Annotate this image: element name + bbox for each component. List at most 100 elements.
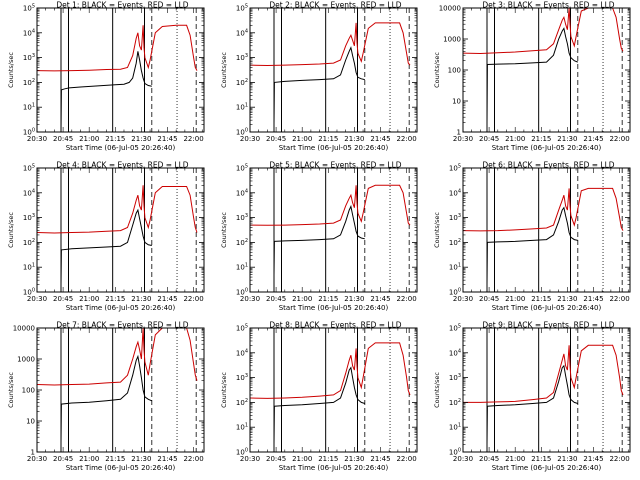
y-axis-label: Counts/sec: [433, 52, 441, 88]
panel-title: Det 2: BLACK = Events, RED = LLD: [269, 1, 401, 10]
series-group: [250, 342, 411, 445]
y-tick-label: 100: [448, 67, 461, 75]
x-tick-label: 22:00: [396, 135, 416, 143]
y-tick-label: 102: [236, 238, 248, 247]
plot-frame: [36, 167, 205, 293]
series-line-events: [60, 208, 152, 285]
series-line-lld: [463, 8, 624, 55]
x-tick-label: 21:15: [105, 135, 125, 143]
x-tick-label: 21:15: [531, 135, 551, 143]
x-axis-label: Start Time (06-Jul-05 20:26:40): [492, 464, 602, 472]
y-tick-label: 104: [236, 28, 248, 37]
series-line-lld: [37, 185, 198, 234]
x-axis-label: Start Time (06-Jul-05 20:26:40): [279, 464, 389, 472]
x-tick-label: 21:15: [105, 455, 125, 463]
y-tick-label: 100: [449, 448, 461, 457]
reference-lines: [273, 168, 410, 292]
x-axis: 20:30 20:45 21:00 21:15 21:30 21:45 22:00: [27, 168, 204, 303]
y-tick-label: 100: [22, 387, 35, 395]
y-tick-label: 104: [23, 28, 35, 37]
x-tick-label: 21:00: [79, 455, 99, 463]
panel-det-6: 100 101 102 103 104 105 20:30 20:45 21:00 21:15 21…: [433, 161, 631, 312]
series-group: [37, 24, 198, 132]
x-tick-label: 21:15: [318, 135, 338, 143]
y-axis: 100 101 102 103 104 105: [23, 4, 204, 137]
y-tick-label: 1: [457, 129, 461, 137]
y-axis: 1 10 100 1000 10000: [13, 325, 204, 457]
y-tick-label: 103: [449, 213, 461, 222]
series-group: [250, 184, 411, 275]
series-line-lld: [463, 187, 624, 232]
y-tick-label: 104: [236, 188, 248, 197]
y-tick-label: 100: [449, 288, 461, 297]
y-axis: 100 101 102 103 104 105: [449, 164, 630, 297]
panel-title: Det 1: BLACK = Events, RED = LLD: [56, 1, 188, 10]
x-tick-label: 21:15: [318, 295, 338, 303]
y-axis: 100 101 102 103 104 105: [236, 4, 417, 137]
x-tick-label: 21:00: [505, 135, 525, 143]
x-tick-label: 20:30: [27, 455, 47, 463]
reference-lines: [273, 8, 410, 132]
y-tick-label: 102: [236, 398, 248, 407]
y-tick-label: 103: [449, 373, 461, 382]
y-tick-label: 104: [449, 188, 461, 197]
x-tick-label: 21:00: [505, 295, 525, 303]
y-tick-label: 103: [236, 213, 248, 222]
y-tick-label: 102: [449, 398, 461, 407]
x-tick-label: 20:30: [453, 295, 473, 303]
panel-det-9: 100 101 102 103 104 105 20:30 20:45 21:00 21:15 21…: [433, 321, 631, 472]
plot-frame: [249, 327, 418, 453]
y-tick-label: 105: [449, 164, 461, 173]
x-axis-label: Start Time (06-Jul-05 20:26:40): [66, 464, 176, 472]
x-tick-label: 21:45: [157, 295, 177, 303]
x-tick-label: 22:00: [396, 455, 416, 463]
y-axis: 100 101 102 103 104 105: [449, 324, 630, 457]
y-tick-label: 105: [236, 324, 248, 333]
y-axis-label: Counts/sec: [220, 52, 228, 88]
y-axis: 100 101 102 103 104 105: [236, 324, 417, 457]
x-tick-label: 21:15: [318, 455, 338, 463]
x-tick-label: 22:00: [609, 295, 629, 303]
plot-frame: [36, 327, 205, 453]
series-line-events: [486, 364, 578, 445]
y-axis-label: Counts/sec: [220, 372, 228, 408]
y-tick-label: 100: [236, 448, 248, 457]
x-tick-label: 21:30: [344, 295, 364, 303]
x-tick-label: 21:45: [157, 455, 177, 463]
series-line-events: [486, 27, 578, 123]
x-tick-label: 21:30: [557, 295, 577, 303]
x-tick-label: 20:30: [240, 135, 260, 143]
x-axis-label: Start Time (06-Jul-05 20:26:40): [66, 304, 176, 312]
x-axis: 20:30 20:45 21:00 21:15 21:30 21:45 22:00: [27, 328, 204, 463]
series-group: [250, 22, 411, 125]
y-tick-label: 104: [236, 348, 248, 357]
x-tick-label: 20:30: [453, 135, 473, 143]
panel-title: Det 6: BLACK = Events, RED = LLD: [482, 161, 614, 170]
series-line-lld: [463, 344, 624, 403]
x-tick-label: 21:30: [131, 135, 151, 143]
y-tick-label: 105: [236, 4, 248, 13]
plot-frame: [249, 167, 418, 293]
x-tick-label: 22:00: [396, 295, 416, 303]
panel-det-4: 100 101 102 103 104 105 20:30 20:45 21:00 21:15 21…: [7, 161, 205, 312]
x-tick-label: 21:00: [79, 295, 99, 303]
x-axis-label: Start Time (06-Jul-05 20:26:40): [279, 144, 389, 152]
plot-frame: [462, 327, 631, 453]
plot-frame: [36, 7, 205, 133]
x-tick-label: 20:30: [27, 135, 47, 143]
y-tick-label: 101: [236, 423, 248, 432]
y-tick-label: 101: [449, 263, 461, 272]
x-tick-label: 21:30: [344, 455, 364, 463]
panel-det-2: 100 101 102 103 104 105 20:30 20:45 21:00 21:15 21…: [220, 1, 418, 152]
y-tick-label: 10000: [439, 5, 461, 13]
x-tick-label: 20:30: [453, 455, 473, 463]
x-tick-label: 21:30: [344, 135, 364, 143]
plot-frame: [462, 7, 631, 133]
x-tick-label: 22:00: [183, 455, 203, 463]
panel-det-8: 100 101 102 103 104 105 20:30 20:45 21:00 21:15 21…: [220, 321, 418, 472]
y-tick-label: 103: [23, 213, 35, 222]
x-tick-label: 22:00: [183, 135, 203, 143]
series-line-lld: [37, 328, 198, 386]
series-line-events: [273, 366, 365, 445]
